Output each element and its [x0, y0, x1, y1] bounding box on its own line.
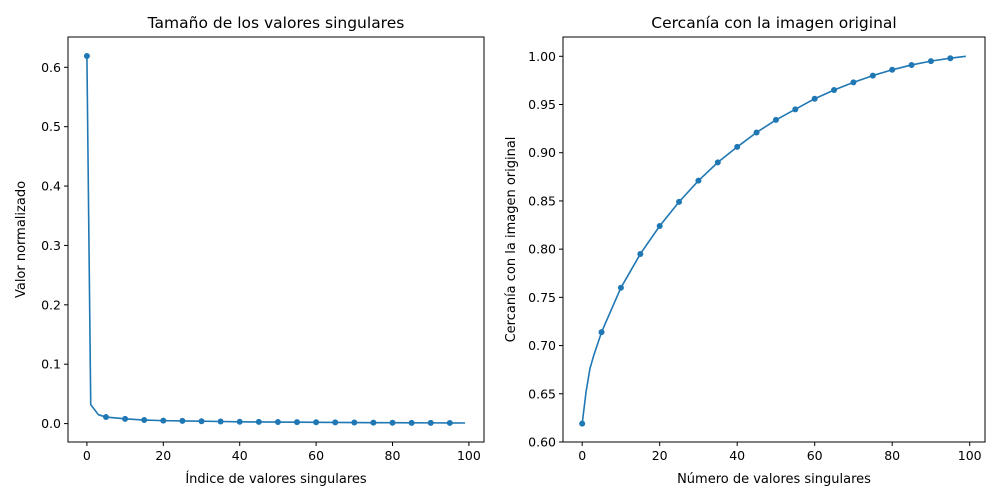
x-tick-label: 100	[457, 448, 481, 463]
y-axis: 0.0 0.1 0.2 0.3 0.4 0.5 0.6	[41, 60, 68, 431]
chart-title: Cercanía con la imagen original	[651, 14, 896, 32]
data-point	[927, 58, 934, 65]
data-point	[734, 143, 741, 150]
plot-frame	[67, 36, 485, 443]
series-line	[581, 55, 966, 424]
data-point	[792, 106, 799, 113]
y-tick-label: 0.4	[41, 179, 61, 194]
x-axis-label: Número de valores singulares	[677, 472, 871, 487]
x-tick-label: 60	[308, 448, 324, 463]
x-tick-label: 40	[232, 448, 248, 463]
data-point	[217, 418, 224, 425]
x-tick-label: 60	[807, 448, 823, 463]
y-tick-label: 0.0	[41, 416, 61, 431]
data-point	[869, 72, 876, 79]
chart-singular-values-size: Tamaño de los valores singulares 0 20 40 60…	[14, 14, 485, 487]
data-point	[83, 53, 90, 59]
x-tick-label: 20	[652, 448, 668, 463]
plot-area	[83, 53, 466, 426]
y-tick-label: 0.1	[41, 357, 61, 372]
y-tick-label: 1.00	[528, 49, 556, 64]
x-tick-label: 40	[729, 448, 745, 463]
x-tick-label: 20	[155, 448, 171, 463]
series-line	[86, 55, 466, 424]
y-tick-label: 0.65	[528, 386, 556, 401]
plot-frame	[562, 36, 986, 443]
data-point	[676, 198, 683, 205]
data-point	[598, 329, 605, 336]
data-point	[579, 420, 586, 427]
data-point	[370, 419, 377, 426]
y-tick-label: 0.80	[528, 242, 556, 257]
data-point	[617, 284, 624, 291]
data-point	[772, 116, 779, 123]
y-tick-label: 0.75	[528, 290, 556, 305]
data-point	[294, 419, 301, 426]
data-point	[179, 417, 186, 424]
y-tick-label: 0.5	[41, 119, 61, 134]
data-point	[831, 87, 838, 94]
data-point	[141, 417, 148, 424]
data-point	[236, 418, 243, 425]
data-point	[351, 419, 358, 426]
data-point	[908, 61, 915, 68]
y-axis-label: Valor normalizado	[14, 181, 29, 298]
y-tick-label: 0.2	[41, 297, 61, 312]
data-point	[274, 419, 281, 426]
data-point	[160, 417, 167, 424]
y-tick-label: 0.85	[528, 193, 556, 208]
data-point	[656, 223, 663, 229]
data-point	[637, 250, 644, 257]
x-axis-label: Índice de valores singulares	[185, 471, 367, 487]
y-axis-label: Cercanía con la imagen original	[504, 137, 519, 343]
data-point	[714, 159, 721, 166]
data-point	[811, 95, 818, 102]
data-point	[427, 419, 434, 426]
plot-area	[579, 55, 966, 427]
data-point	[255, 418, 262, 425]
y-tick-label: 0.60	[528, 435, 556, 450]
data-point	[122, 415, 129, 422]
y-axis: 0.60 0.65 0.70 0.75 0.80 0.85 0.90 0.95 1.00	[528, 49, 563, 450]
x-tick-label: 80	[385, 448, 401, 463]
chart-title: Tamaño de los valores singulares	[147, 14, 405, 32]
y-tick-label: 0.3	[41, 238, 61, 253]
y-tick-label: 0.90	[528, 145, 556, 160]
y-tick-label: 0.95	[528, 97, 556, 112]
x-tick-label: 100	[958, 448, 982, 463]
x-axis: 0 20 40 60 80 100	[83, 442, 481, 463]
x-tick-label: 0	[578, 448, 586, 463]
y-tick-label: 0.70	[528, 338, 556, 353]
data-point	[850, 79, 857, 86]
chart-closeness-to-original: Cercanía con la imagen original 0 20 40 60 8…	[504, 14, 986, 487]
x-tick-label: 0	[83, 448, 91, 463]
data-point	[947, 55, 954, 62]
data-point	[446, 419, 453, 426]
data-point	[408, 419, 415, 426]
data-point	[198, 418, 205, 425]
data-point	[695, 177, 702, 184]
x-tick-label: 80	[884, 448, 900, 463]
data-point	[889, 66, 896, 73]
data-point	[313, 419, 320, 426]
y-tick-label: 0.6	[41, 60, 61, 75]
data-point	[753, 129, 760, 136]
data-point	[389, 419, 396, 426]
x-axis: 0 20 40 60 80 100	[578, 442, 982, 463]
data-point	[332, 419, 339, 426]
data-point	[103, 414, 110, 421]
